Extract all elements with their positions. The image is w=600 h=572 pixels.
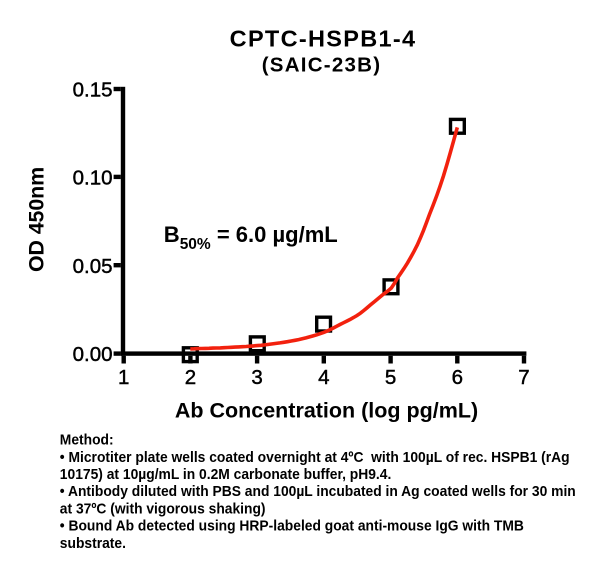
svg-text:0.10: 0.10 <box>73 167 113 190</box>
svg-text:Ab Concentration (log pg/mL): Ab Concentration (log pg/mL) <box>175 398 478 422</box>
svg-text:1: 1 <box>118 366 129 389</box>
svg-text:CPTC-HSPB1-4: CPTC-HSPB1-4 <box>230 26 417 52</box>
svg-text:• Antibody diluted with PBS an: • Antibody diluted with PBS and 100µL in… <box>60 484 576 501</box>
svg-text:Method:: Method: <box>60 432 114 449</box>
svg-text:2: 2 <box>185 366 196 389</box>
svg-text:• Bound Ab detected using HRP-: • Bound Ab detected using HRP-labeled go… <box>60 518 524 535</box>
svg-text:4: 4 <box>318 366 329 389</box>
svg-text:6: 6 <box>452 366 463 389</box>
svg-text:OD 450nm: OD 450nm <box>25 167 49 272</box>
svg-text:substrate.: substrate. <box>60 535 126 552</box>
svg-text:B50% = 6.0 µg/mL: B50% = 6.0 µg/mL <box>164 222 338 253</box>
svg-text:3: 3 <box>251 366 262 389</box>
svg-text:(SAIC-23B): (SAIC-23B) <box>262 54 382 77</box>
svg-text:7: 7 <box>518 366 529 389</box>
svg-text:0.00: 0.00 <box>73 343 113 366</box>
svg-text:at 37ºC (with vigorous shaking: at 37ºC (with vigorous shaking) <box>60 501 266 518</box>
svg-text:• Microtiter plate wells coate: • Microtiter plate wells coated overnigh… <box>60 449 570 466</box>
svg-text:0.15: 0.15 <box>73 79 113 102</box>
svg-text:0.05: 0.05 <box>73 255 113 278</box>
svg-text:5: 5 <box>385 366 396 389</box>
svg-text:10175) at 10µg/mL in 0.2M carb: 10175) at 10µg/mL in 0.2M carbonate buff… <box>60 467 392 484</box>
